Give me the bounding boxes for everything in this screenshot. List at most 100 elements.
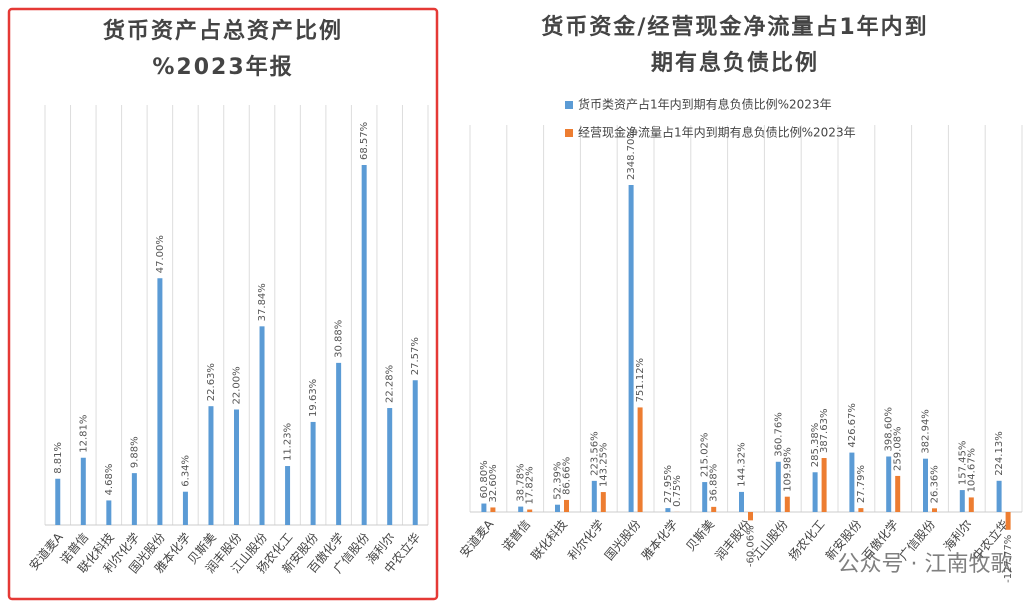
data-label: 22.00% <box>232 366 243 404</box>
bar <box>361 165 367 525</box>
data-label: 387.63% <box>819 409 830 454</box>
data-label: 47.00% <box>155 235 166 273</box>
bar <box>259 326 265 525</box>
bar <box>387 408 393 525</box>
data-label: 751.12% <box>635 358 646 403</box>
data-label: 224.13% <box>994 431 1005 476</box>
bar <box>336 362 342 525</box>
data-label: 36.88% <box>709 464 720 502</box>
legend-swatch <box>565 129 573 137</box>
watermark: 公众号 · 江南牧歌 <box>838 552 1013 577</box>
x-tick-label: 利尔化学 <box>564 517 606 563</box>
x-tick-label: 国光股份 <box>602 517 644 563</box>
chart-title: %2023年报 <box>152 54 293 80</box>
x-tick-label: 海利尔 <box>940 517 975 554</box>
bar <box>412 380 418 525</box>
data-label: 26.36% <box>930 465 941 503</box>
data-label: 285.38% <box>810 423 821 468</box>
data-label: -60.06% <box>746 525 757 567</box>
data-label: 143.25% <box>598 443 609 488</box>
x-tick-label: 扬农化工 <box>785 517 827 563</box>
data-label: 68.57% <box>359 122 370 160</box>
bar <box>157 278 163 525</box>
data-label: 157.45% <box>957 441 968 486</box>
bar <box>923 458 928 512</box>
bar <box>821 458 827 512</box>
data-label: 144.32% <box>737 442 748 487</box>
data-label: 382.94% <box>921 409 932 454</box>
bar <box>55 478 61 525</box>
data-label: 360.76% <box>773 412 784 457</box>
bar <box>481 503 487 512</box>
bar <box>1005 512 1011 530</box>
bar <box>702 482 708 512</box>
data-label: 109.98% <box>782 447 793 492</box>
x-tick-label: 贝斯美 <box>683 517 717 554</box>
bar <box>932 508 937 512</box>
bar <box>564 499 569 512</box>
x-tick-label: 安道麦A <box>456 516 496 560</box>
x-tick-label: 诺普信 <box>499 517 533 554</box>
data-label: 8.81% <box>53 442 64 474</box>
data-label: 2348.70% <box>626 129 637 180</box>
bar <box>518 506 524 512</box>
chart-title: 货币资产占总资产比例 <box>103 18 343 44</box>
bar <box>182 491 188 525</box>
bar <box>996 480 1002 512</box>
bar <box>80 457 86 525</box>
data-label: 398.60% <box>884 407 895 452</box>
data-label: 0.75% <box>672 475 683 507</box>
bar <box>628 185 634 512</box>
data-label: 259.08% <box>893 426 904 471</box>
bar <box>739 491 744 512</box>
bar <box>131 473 137 525</box>
data-label: 32.60% <box>488 464 499 502</box>
bar <box>895 475 901 512</box>
data-label: 104.67% <box>966 448 977 493</box>
legend-swatch <box>565 101 573 109</box>
chart-title: 货币资金/经营现金净流量占1年内到 <box>541 14 928 40</box>
data-label: -127.77% <box>1003 535 1014 583</box>
bar <box>959 490 965 512</box>
data-label: 86.66% <box>562 457 573 495</box>
bar <box>208 406 214 525</box>
data-label: 19.63% <box>308 379 319 417</box>
x-tick-label: 安道麦A <box>26 529 66 573</box>
data-label: 22.63% <box>206 363 217 401</box>
bar <box>490 507 496 512</box>
data-label: 27.95% <box>663 465 674 503</box>
data-label: 52.39% <box>553 462 564 500</box>
data-label: 27.57% <box>410 337 421 375</box>
bar <box>812 472 818 512</box>
bar <box>600 492 606 512</box>
bar <box>234 409 239 525</box>
bar <box>637 407 643 512</box>
bar <box>775 461 781 512</box>
data-label: 12.81% <box>78 415 89 453</box>
legend-label: 货币类资产占1年内到期有息负债比例%2023年 <box>578 97 832 112</box>
bar <box>591 480 597 512</box>
data-label: 11.23% <box>283 423 294 461</box>
data-label: 223.56% <box>589 431 600 476</box>
bar <box>748 512 753 521</box>
x-tick-label: 联化科技 <box>528 517 570 563</box>
bar <box>711 506 717 512</box>
bar <box>285 466 291 525</box>
data-label: 30.88% <box>334 320 345 358</box>
data-label: 9.88% <box>129 436 140 468</box>
legend-label: 经营现金净流量占1年内到期有息负债比例%2023年 <box>578 125 856 140</box>
bar <box>106 500 112 525</box>
x-tick-label: 雅本化学 <box>638 517 680 563</box>
bar <box>527 509 533 512</box>
bar <box>665 508 671 512</box>
chart-title: 期有息负债比例 <box>651 50 819 76</box>
data-label: 37.84% <box>257 283 268 321</box>
bar <box>784 496 790 512</box>
data-label: 6.34% <box>180 455 191 487</box>
data-label: 426.67% <box>847 403 858 448</box>
bar <box>310 421 316 525</box>
bar <box>849 452 855 512</box>
data-label: 27.79% <box>856 465 867 503</box>
bar <box>858 508 864 512</box>
